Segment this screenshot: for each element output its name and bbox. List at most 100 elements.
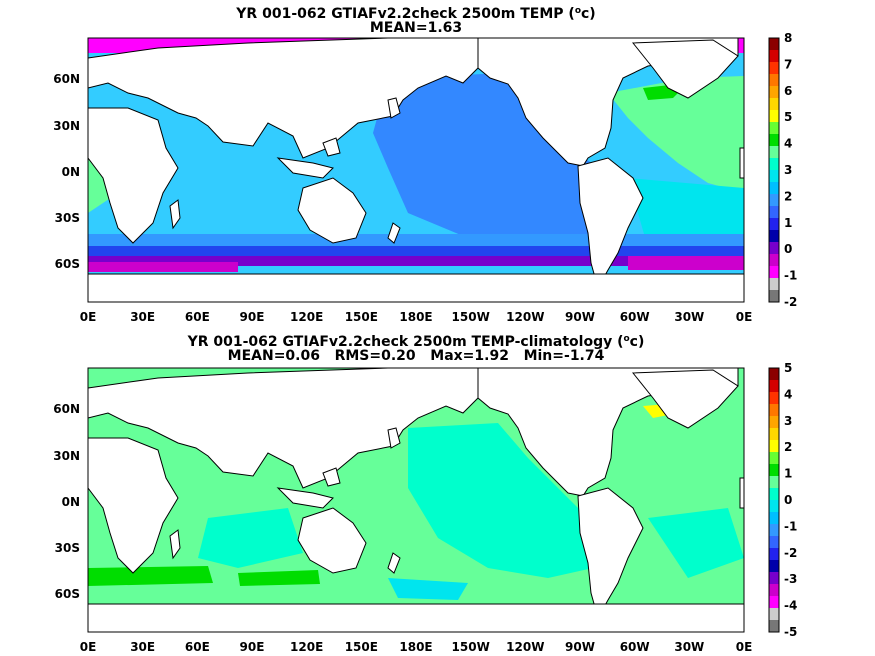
colorbar-swatch [769, 392, 779, 405]
colorbar-swatch [769, 548, 779, 561]
colorbar-swatch [769, 584, 779, 597]
colorbar-tick-label: -5 [784, 625, 797, 639]
colorbar-swatch [769, 74, 779, 87]
colorbar-tick-label: -2 [784, 546, 797, 560]
colorbar-swatch [769, 38, 779, 51]
colorbar-tick-label: 0 [784, 242, 792, 256]
lon-tick-label: 30E [130, 310, 155, 324]
colorbar-swatch [769, 560, 779, 573]
colorbar-swatch [769, 368, 779, 381]
lon-tick-label: 120E [290, 310, 323, 324]
lon-tick-label: 90E [240, 310, 265, 324]
lon-tick-label: 60W [620, 310, 650, 324]
colorbar-tick-label: -4 [784, 599, 797, 613]
colorbar-tick-label: -1 [784, 269, 797, 283]
colorbar-swatch [769, 98, 779, 111]
colorbar-tick-label: 1 [784, 216, 792, 230]
lon-tick-label: 90W [565, 310, 595, 324]
lon-tick-label: 150W [452, 640, 490, 654]
panel1-subtitle: MEAN=1.63 [369, 20, 463, 36]
lon-tick-label: 0E [80, 310, 97, 324]
colorbar-tick-label: -2 [784, 295, 797, 309]
colorbar-swatch [769, 134, 779, 147]
lon-tick-label: 30W [674, 640, 704, 654]
map-panel-mean [87, 37, 745, 303]
colorbar-swatch [769, 254, 779, 267]
colorbar-swatch [769, 158, 779, 171]
colorbar-swatch [769, 278, 779, 291]
colorbar-swatch [769, 440, 779, 453]
lat-tick-label: 60N [53, 72, 80, 86]
lon-tick-label: 0E [80, 640, 97, 654]
colorbar-tick-label: 5 [784, 110, 792, 124]
colorbar-swatch [769, 194, 779, 207]
colorbar-swatch [769, 404, 779, 417]
colorbar-swatch [769, 536, 779, 549]
lon-tick-label: 90E [240, 640, 265, 654]
colorbar-swatch [769, 182, 779, 195]
colorbar-tick-label: 4 [784, 387, 792, 401]
lon-tick-label: 180E [399, 310, 432, 324]
lon-tick-label: 60W [620, 640, 650, 654]
colorbar-frame [768, 37, 780, 303]
colorbar-swatch [769, 62, 779, 75]
colorbar-swatch [769, 218, 779, 231]
colorbar-swatch [769, 512, 779, 525]
lon-tick-label: 60E [185, 310, 210, 324]
colorbar-swatch [769, 206, 779, 219]
colorbar-swatch [769, 170, 779, 183]
colorbar-swatch [769, 476, 779, 489]
colorbar-swatch [769, 608, 779, 621]
lon-tick-label: 150E [345, 640, 378, 654]
lon-tick-label: 180E [399, 640, 432, 654]
colorbar-swatch [769, 110, 779, 123]
colorbar-swatch [769, 290, 779, 303]
colorbar-swatch [769, 620, 779, 633]
colorbar-frame [768, 367, 780, 633]
colorbar-tick-label: 8 [784, 31, 792, 45]
colorbar-swatch [769, 464, 779, 477]
colorbar-swatch [769, 452, 779, 465]
colorbar-tick-label: 2 [784, 440, 792, 454]
colorbar-swatch [769, 524, 779, 537]
colorbar-tick-label: 0 [784, 493, 792, 507]
colorbar-swatch [769, 500, 779, 513]
colorbar-tick-label: 6 [784, 84, 792, 98]
colorbar-tick-label: 4 [784, 137, 792, 151]
lon-tick-label: 90W [565, 640, 595, 654]
colorbar-swatch [769, 572, 779, 585]
colorbar-swatch [769, 230, 779, 243]
colorbar-tick-label: 2 [784, 189, 792, 203]
lon-tick-label: 150E [345, 310, 378, 324]
lat-tick-label: 60N [53, 402, 80, 416]
lat-tick-label: 0N [62, 165, 80, 179]
colorbar-tick-label: 3 [784, 414, 792, 428]
colorbar-swatch [769, 488, 779, 501]
colorbar-swatch [769, 416, 779, 429]
lat-tick-label: 60S [55, 257, 80, 271]
colorbar-tick-label: 5 [784, 361, 792, 375]
lat-tick-label: 60S [55, 587, 80, 601]
colorbar-tick-label: 1 [784, 467, 792, 481]
lon-tick-label: 30E [130, 640, 155, 654]
lon-tick-label: 120W [506, 640, 544, 654]
lat-tick-label: 30S [55, 211, 80, 225]
lon-tick-label: 120W [506, 310, 544, 324]
map-panel-anomaly [87, 367, 745, 633]
colorbar-tick-label: 3 [784, 163, 792, 177]
colorbar-swatch [769, 146, 779, 159]
lat-tick-label: 30S [55, 541, 80, 555]
lat-tick-label: 30N [53, 119, 80, 133]
colorbar-tick-label: 7 [784, 57, 792, 71]
colorbar-swatch [769, 86, 779, 99]
lon-tick-label: 0E [736, 310, 753, 324]
colorbar-swatch [769, 122, 779, 135]
colorbar-swatch [769, 50, 779, 63]
colorbar-swatch [769, 596, 779, 609]
colorbar-swatch [769, 380, 779, 393]
panel2-subtitle: MEAN=0.06 RMS=0.20 Max=1.92 Min=-1.74 [227, 348, 605, 364]
lon-tick-label: 120E [290, 640, 323, 654]
lon-tick-label: 60E [185, 640, 210, 654]
